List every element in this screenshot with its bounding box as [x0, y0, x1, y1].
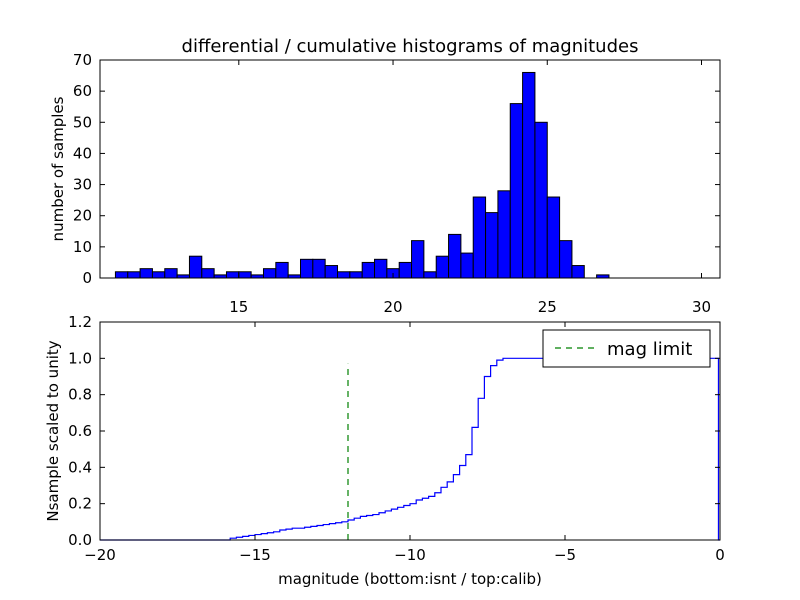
x-tick-label: −20	[84, 546, 116, 564]
x-tick-label: −5	[554, 546, 576, 564]
histogram-bar	[238, 271, 252, 279]
histogram-bar	[411, 240, 425, 279]
histogram-bar	[337, 271, 351, 279]
top-plot-frame	[99, 59, 721, 279]
histogram-bar	[225, 271, 240, 279]
histogram-bar	[534, 121, 548, 279]
histogram-bar	[164, 268, 178, 279]
histogram-bar	[497, 190, 511, 279]
y-tick-label: 60	[73, 82, 92, 100]
bottom-plot-frame	[99, 321, 721, 541]
y-tick-label: 0.2	[68, 495, 92, 513]
histogram-bar	[374, 258, 388, 279]
y-tick-label: 50	[73, 113, 92, 131]
histogram-bar	[127, 271, 141, 279]
bottom-y-axis-label: Nsample scaled to unity	[44, 340, 62, 521]
histogram-bar	[398, 261, 413, 279]
cumulative-step-line	[100, 357, 720, 541]
histogram-bar	[299, 258, 314, 279]
histogram-bar	[423, 271, 437, 279]
x-tick-label: 15	[229, 298, 248, 316]
y-tick-label: 0.4	[68, 458, 92, 476]
histogram-bar	[485, 212, 499, 279]
histogram-bar	[460, 252, 474, 279]
histogram-bar	[324, 265, 339, 279]
y-tick-label: 0.0	[68, 531, 92, 549]
top-bars-group	[114, 71, 610, 279]
y-tick-label: 0.8	[68, 386, 92, 404]
bottom-x-ticks: −20 −15 −10 −5 0	[84, 322, 725, 564]
y-tick-label: 1.0	[68, 349, 92, 367]
histogram-bar	[312, 258, 326, 279]
histogram-bar	[435, 255, 450, 279]
histogram-bar	[151, 271, 166, 279]
x-tick-label: 25	[538, 298, 557, 316]
histogram-bar	[114, 271, 129, 279]
y-tick-label: 10	[73, 238, 92, 256]
histogram-bar	[275, 261, 289, 279]
bottom-y-ticks: 0.0 0.2 0.4 0.6 0.8 1.0 1.2	[68, 313, 720, 549]
y-tick-label: 1.2	[68, 313, 92, 331]
y-tick-label: 0	[82, 269, 92, 287]
histogram-bar	[139, 268, 153, 279]
top-y-axis-label: number of samples	[49, 96, 67, 241]
histogram-bar	[448, 233, 462, 279]
bottom-x-axis-label: magnitude (bottom:isnt / top:calib)	[278, 570, 542, 588]
histogram-bar	[188, 255, 203, 279]
top-x-ticks: 15 20 25 30	[229, 60, 711, 316]
histogram-bar	[262, 268, 277, 279]
legend-label-mag-limit: mag limit	[607, 339, 692, 360]
x-tick-label: 30	[692, 298, 711, 316]
histogram-bar	[349, 271, 363, 279]
bottom-lines-group	[100, 357, 720, 541]
chart-title: differential / cumulative histograms of …	[182, 36, 639, 57]
x-tick-label: 0	[715, 546, 725, 564]
histogram-bar	[522, 71, 536, 279]
histogram-bar	[571, 265, 585, 279]
y-tick-label: 30	[73, 176, 92, 194]
x-tick-label: −15	[239, 546, 271, 564]
top-y-ticks: 0 10 20 30 40 50 60 70	[73, 51, 720, 287]
y-tick-label: 70	[73, 51, 92, 69]
histogram-bar	[472, 196, 487, 279]
histogram-bar	[201, 268, 215, 279]
x-tick-label: −10	[394, 546, 426, 564]
x-tick-label: 20	[383, 298, 402, 316]
histogram-bar	[509, 103, 524, 279]
histogram-bar	[361, 261, 376, 279]
y-tick-label: 20	[73, 207, 92, 225]
legend: mag limit	[542, 329, 711, 368]
histogram-bar	[546, 196, 561, 279]
y-tick-label: 40	[73, 144, 92, 162]
histogram-bar	[559, 240, 573, 279]
y-tick-label: 0.6	[68, 422, 92, 440]
